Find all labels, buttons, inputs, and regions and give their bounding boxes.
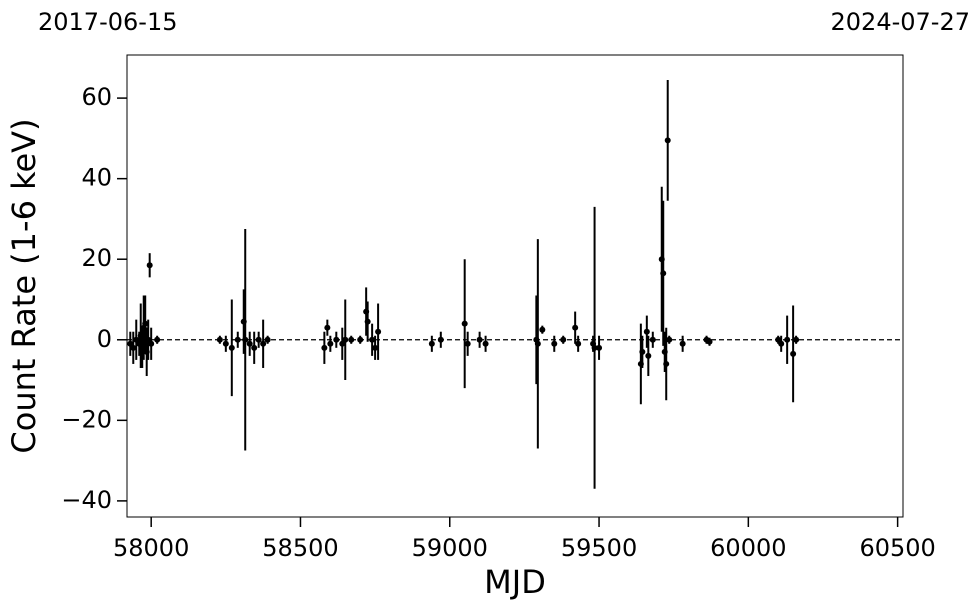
data-point: [333, 336, 340, 343]
data-point: [560, 336, 567, 343]
data-point: [246, 340, 253, 347]
data-point: [575, 340, 582, 347]
data-point: [324, 324, 331, 331]
data-point: [342, 336, 349, 343]
data-point: [251, 344, 258, 351]
y-tick-label: 20: [81, 244, 112, 272]
data-point: [234, 336, 241, 343]
data-point: [679, 340, 686, 347]
data-point: [643, 328, 650, 335]
data-point: [784, 336, 791, 343]
data-point: [706, 338, 713, 345]
data-point: [666, 336, 673, 343]
data-point: [664, 137, 671, 144]
y-tick-label: −20: [61, 405, 112, 433]
y-tick-label: 0: [97, 325, 112, 353]
start-date-label: 2017-06-15: [38, 8, 177, 36]
data-point: [790, 350, 797, 357]
x-tick-label: 59000: [412, 534, 488, 562]
x-axis-label: MJD: [484, 563, 546, 601]
data-point: [260, 340, 267, 347]
data-point: [216, 336, 223, 343]
data-point: [476, 336, 483, 343]
data-point: [591, 344, 598, 351]
data-point: [130, 344, 137, 351]
x-tick-label: 58500: [262, 534, 338, 562]
data-point: [639, 348, 646, 355]
end-date-label: 2024-07-27: [831, 8, 970, 36]
x-tick-label: 60000: [710, 534, 786, 562]
data-point: [369, 336, 376, 343]
data-point: [146, 262, 153, 269]
data-point: [154, 336, 161, 343]
data-point: [778, 340, 785, 347]
data-point: [428, 340, 435, 347]
data-point: [437, 336, 444, 343]
data-point: [645, 352, 652, 359]
data-point: [596, 344, 603, 351]
data-point: [364, 318, 371, 325]
data-point: [142, 320, 149, 327]
data-point: [264, 336, 271, 343]
data-point: [357, 336, 364, 343]
data-point: [663, 360, 670, 367]
data-point: [793, 336, 800, 343]
data-point: [255, 336, 262, 343]
data-point: [551, 340, 558, 347]
data-point: [372, 344, 379, 351]
data-point: [461, 320, 468, 327]
data-point: [539, 326, 546, 333]
y-axis-label: Count Rate (1-6 keV): [5, 118, 43, 453]
y-tick-label: 60: [81, 83, 112, 111]
data-point: [222, 340, 229, 347]
data-point: [228, 344, 235, 351]
data-point: [572, 324, 579, 331]
data-point: [148, 340, 155, 347]
data-point: [534, 340, 541, 347]
data-point: [327, 340, 334, 347]
y-tick-label: −40: [61, 486, 112, 514]
x-tick-label: 60500: [859, 534, 935, 562]
data-point: [660, 270, 667, 277]
y-tick-label: 40: [81, 164, 112, 192]
data-point: [321, 344, 328, 351]
data-point: [348, 336, 355, 343]
x-tick-label: 59500: [561, 534, 637, 562]
x-tick-label: 58000: [113, 534, 189, 562]
data-point: [242, 336, 249, 343]
data-point: [482, 340, 489, 347]
data-point: [464, 340, 471, 347]
plot-frame: [126, 54, 904, 518]
data-point: [375, 328, 382, 335]
data-point: [649, 336, 656, 343]
